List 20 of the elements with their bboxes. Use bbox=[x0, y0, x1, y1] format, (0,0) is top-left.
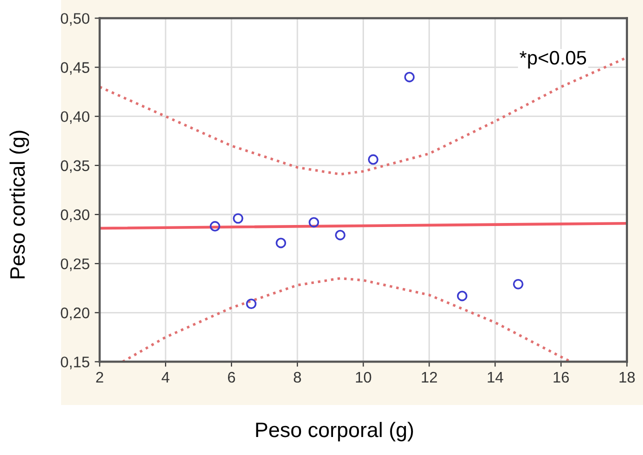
y-tick-label: 0,45 bbox=[60, 62, 90, 75]
y-tick-label: 0,30 bbox=[60, 209, 90, 222]
x-tick-label: 2 bbox=[96, 372, 104, 383]
y-tick-label: 0,25 bbox=[60, 258, 90, 272]
x-tick-label: 6 bbox=[228, 372, 236, 383]
x-tick-label: 10 bbox=[356, 372, 372, 383]
x-tick-label: 18 bbox=[620, 372, 635, 383]
x-tick-label: 4 bbox=[162, 372, 170, 383]
x-tick-label: 14 bbox=[488, 372, 504, 383]
y-tick-label: 0,40 bbox=[60, 111, 90, 124]
annotation: *p<0.05 bbox=[520, 50, 586, 68]
x-axis-title: Peso corporal (g) bbox=[256, 422, 413, 442]
y-tick-label: 0,20 bbox=[60, 308, 90, 320]
y-tick-label: 0,15 bbox=[60, 356, 90, 370]
x-tick-label: 16 bbox=[554, 372, 569, 383]
y-tick-label: 0,50 bbox=[60, 13, 90, 26]
x-tick-label: 8 bbox=[294, 372, 301, 383]
y-axis-title: Peso cortical (g) bbox=[10, 130, 29, 278]
y-tick-label: 0,35 bbox=[60, 160, 90, 173]
x-tick-label: 12 bbox=[422, 372, 437, 383]
